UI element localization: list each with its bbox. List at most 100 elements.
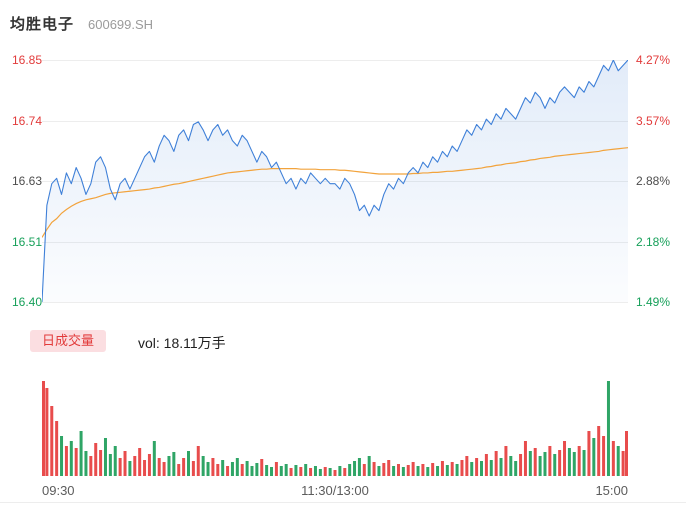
volume-bar (299, 467, 303, 476)
price-chart[interactable] (42, 60, 628, 302)
volume-bar (577, 446, 581, 476)
volume-bar (377, 466, 381, 476)
volume-bar (133, 456, 137, 476)
gridline (42, 181, 628, 182)
volume-bar (226, 466, 230, 476)
volume-bar (294, 465, 298, 476)
header: 均胜电子 600699.SH (10, 13, 153, 34)
volume-bar (572, 452, 576, 476)
volume-bar (313, 466, 317, 476)
volume-bar (602, 436, 606, 476)
volume-bar (625, 431, 628, 476)
stock-code: 600699.SH (88, 17, 154, 32)
volume-bar (260, 459, 264, 476)
volume-bar (157, 458, 161, 476)
volume-bar (519, 454, 523, 476)
volume-bar (270, 467, 274, 476)
volume-bar (338, 466, 342, 476)
volume-bar (162, 462, 166, 476)
volume-bar (196, 446, 200, 476)
volume-bar (60, 436, 64, 476)
y-axis-percent-label: 4.27% (635, 53, 670, 67)
y-axis-price-label: 16.51 (12, 234, 43, 249)
volume-bar (245, 461, 249, 476)
volume-bar (94, 443, 98, 476)
gridline (42, 302, 628, 303)
volume-bar (201, 456, 205, 476)
y-axis-price-label: 16.74 (12, 113, 43, 128)
volume-bar (445, 465, 449, 476)
volume-bar (211, 458, 215, 476)
volume-bar (406, 465, 410, 476)
volume-bar (592, 438, 596, 476)
volume-bar (138, 448, 142, 476)
volume-bar (587, 431, 591, 476)
volume-bar (372, 462, 376, 476)
volume-bar (108, 454, 112, 476)
y-axis-price-label: 16.40 (12, 295, 43, 309)
volume-bar (558, 450, 562, 476)
volume-bar (357, 458, 361, 476)
volume-bar (216, 464, 220, 476)
volume-bar (79, 431, 83, 476)
volume-bar (50, 406, 54, 476)
volume-bar (235, 458, 239, 476)
volume-bar (99, 450, 103, 476)
volume-bar (567, 448, 571, 476)
volume-bar (621, 451, 625, 476)
bottom-divider (0, 502, 686, 503)
volume-bar (416, 466, 420, 476)
y-axis-price-label: 16.63 (12, 174, 43, 188)
volume-bar (348, 464, 352, 476)
volume-chart[interactable] (42, 379, 628, 476)
volume-bar (450, 462, 454, 476)
volume-bar (563, 441, 567, 476)
volume-bar (45, 388, 49, 476)
volume-bar (152, 441, 156, 476)
volume-bar (499, 458, 503, 476)
volume-bar (304, 464, 308, 476)
y-axis-percent-label: 1.49% (635, 295, 670, 309)
volume-bar (387, 460, 391, 476)
volume-bar (240, 464, 244, 476)
volume-bar (528, 451, 532, 476)
y-axis-percent-label: 2.18% (635, 234, 670, 249)
gridline (42, 120, 628, 122)
volume-bar (55, 421, 59, 476)
x-axis-label-close: 15:00 (595, 483, 628, 498)
volume-bar (489, 460, 493, 476)
volume-bar (421, 464, 425, 476)
volume-bar (509, 456, 513, 476)
volume-bar (382, 463, 386, 476)
volume-bar (533, 448, 537, 476)
x-axis-label-midday: 11:30/13:00 (301, 483, 369, 498)
volume-bar (392, 466, 396, 476)
volume-bar (401, 467, 405, 476)
volume-bar (187, 451, 190, 476)
volume-bar (523, 441, 527, 476)
volume-bar (221, 460, 225, 476)
volume-bar (484, 454, 488, 476)
y-axis-percent-label: 2.88% (635, 174, 670, 188)
volume-bar (465, 456, 469, 476)
avg-line (42, 147, 628, 238)
volume-bar (74, 448, 78, 476)
volume-bar (597, 426, 601, 476)
volume-bar (113, 446, 117, 476)
volume-bar (553, 454, 557, 476)
volume-bar (470, 462, 474, 476)
volume-bar (514, 461, 518, 476)
volume-bar (367, 456, 371, 476)
volume-bar (143, 460, 147, 476)
volume-bar (167, 456, 171, 476)
volume-bar (396, 464, 400, 476)
volume-bar (118, 458, 122, 476)
price-area (42, 60, 628, 302)
volume-bar (475, 458, 479, 476)
gridline (42, 60, 628, 61)
volume-bar (440, 461, 444, 476)
volume-value-text: vol: 18.11万手 (138, 335, 226, 351)
volume-bar (191, 461, 195, 476)
volume-legend-badge[interactable]: 日成交量 (30, 330, 107, 352)
